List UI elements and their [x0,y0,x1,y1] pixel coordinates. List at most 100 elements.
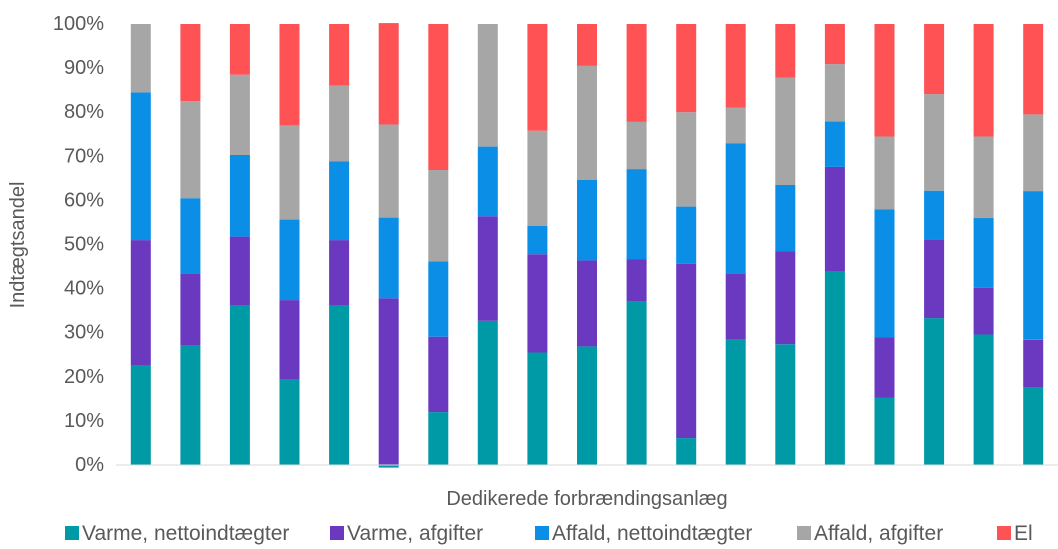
bar-segment [874,136,895,210]
bar-segment [1023,24,1044,115]
bar-segment [676,206,697,264]
bar-segment [577,65,597,180]
bar-segment [924,190,945,240]
bar-segment [775,77,796,185]
bar-segment [180,101,201,199]
legend-item: Affald, nettoindtægter [535,522,752,545]
bar-segment [329,305,350,465]
bar-segment [874,24,895,137]
bar-segment [428,336,449,413]
bar-segment [279,219,300,301]
bar-segment [329,85,350,162]
y-tick-label: 70% [64,145,104,167]
legend-item: El [997,522,1033,545]
bar-segment [626,169,647,260]
y-tick-label: 0% [75,454,104,476]
y-tick-label: 30% [64,322,104,344]
legend-item: Varme, afgifter [330,522,483,545]
bar-segment [973,136,994,219]
bar-segment [775,344,796,465]
bar-segment [180,345,201,465]
bar-segment [725,24,746,108]
legend-swatch [997,526,1011,540]
y-tick-label: 80% [64,101,104,123]
bar-segment [428,24,449,170]
bar-segment [477,320,498,465]
bar-segment [924,239,945,319]
legend-label: Varme, nettoindtægter [82,522,289,545]
bar-segment [874,397,895,465]
legend-label: Varme, afgifter [347,522,483,545]
bar-segment [229,305,250,465]
legend-item: Varme, nettoindtægter [65,522,289,545]
bar-segment [973,287,994,335]
bar-segment [130,24,151,93]
bar-segment [874,337,895,398]
bar-segment [279,379,300,465]
bar-segment [874,209,895,338]
bar-segment [130,365,151,465]
bar-segment [229,24,250,75]
bar-segment [924,94,945,191]
bar-segment [527,130,548,226]
bar-segment [676,24,697,113]
bar-segment [824,24,845,65]
bar-segment [626,24,647,122]
bar-segment [229,155,250,237]
bar-segment [1023,114,1044,192]
bar-segment [180,273,201,345]
legend-swatch [797,526,811,540]
legend-swatch [65,526,79,540]
y-tick-label: 90% [64,57,104,79]
y-tick-label: 60% [64,189,104,211]
bar-segment [824,271,845,465]
legend-swatch [535,526,549,540]
legend-label: El [1014,522,1033,545]
bar-segment [329,24,350,86]
bar-segment [329,161,350,241]
legend-item: Affald, afgifter [797,522,943,545]
bar-segment [180,24,201,102]
bar-segment [477,24,498,147]
bar-segment [626,301,647,465]
legend-label: Affald, nettoindtægter [552,522,752,545]
bar-segment [577,24,597,66]
y-axis-ticks: 0% 10% 20% 30% 40% 50% 60% 70% 80% 90% 100% [53,13,104,476]
bar-segment [725,143,746,274]
bar-segment [378,298,399,465]
bar-segment [824,121,845,167]
y-tick-label: 100% [53,13,104,35]
bar-segment [577,346,597,465]
bars-layer [130,23,1044,468]
bar-segment [378,465,399,468]
bar-segment [824,166,845,271]
bar-segment [1023,387,1044,465]
bar-segment [130,240,151,366]
bar-segment [180,198,201,274]
bar-segment [973,218,994,288]
y-tick-label: 20% [64,366,104,388]
y-tick-label: 50% [64,234,104,256]
legend-swatch [330,526,344,540]
y-tick-label: 40% [64,278,104,300]
bar-segment [1023,339,1044,388]
bar-segment [676,438,697,465]
bar-segment [329,240,350,306]
bar-segment [527,254,548,353]
bar-segment [676,263,697,439]
bar-segment [676,112,697,207]
bar-segment [577,179,597,261]
bar-segment [527,226,548,255]
bar-segment [577,260,597,347]
bar-segment [973,334,994,465]
bar-segment [824,64,845,122]
bar-segment [229,74,250,155]
bar-segment [725,107,746,144]
bar-segment [279,125,300,220]
bar-segment [725,273,746,340]
bar-segment [477,146,498,217]
bar-segment [973,24,994,137]
y-axis-title: Indtægtsandel [7,182,29,309]
bar-segment [527,24,548,131]
